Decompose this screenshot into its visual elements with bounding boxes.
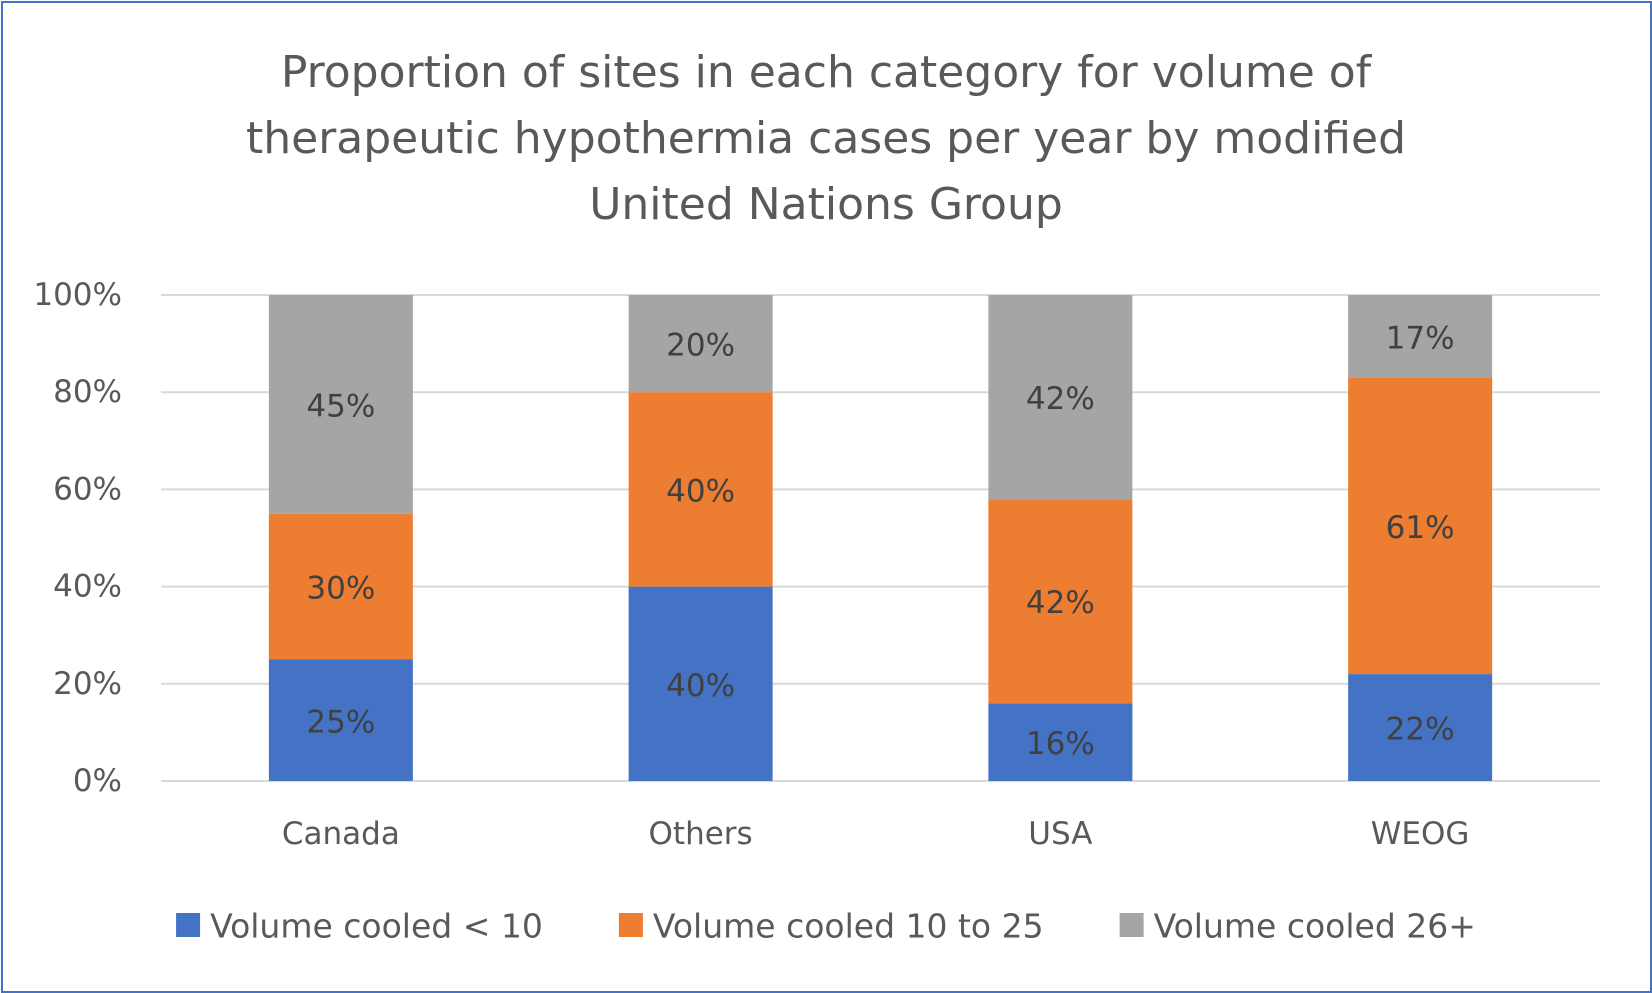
y-tick-label: 0% (73, 763, 122, 799)
data-label: 20% (666, 328, 735, 364)
bar-segment (988, 703, 1133, 781)
data-label: 42% (1026, 381, 1095, 417)
legend-item: Volume cooled < 10 (176, 907, 543, 946)
chart-title-line-1: Proportion of sites in each category for… (280, 47, 1372, 98)
data-label: 42% (1026, 585, 1095, 621)
y-tick-label: 40% (53, 569, 122, 605)
chart-title-line-2: therapeutic hypothermia cases per year b… (245, 113, 1407, 164)
data-label: 22% (1386, 712, 1455, 748)
y-tick-label: 20% (53, 666, 122, 702)
x-category-label: Canada (282, 816, 400, 852)
y-tick-label: 100% (33, 277, 122, 313)
legend-label: Volume cooled 10 to 25 (653, 907, 1044, 946)
data-label: 40% (666, 473, 735, 509)
data-label: 16% (1026, 726, 1095, 762)
data-label: 17% (1386, 320, 1455, 356)
legend-swatch (1119, 913, 1144, 937)
chart-title: Proportion of sites in each category for… (0, 40, 1652, 238)
data-label: 30% (306, 571, 375, 607)
legend-item: Volume cooled 10 to 25 (618, 907, 1044, 946)
legend-label: Volume cooled 26+ (1154, 907, 1476, 946)
data-label: 61% (1386, 510, 1455, 546)
data-label: 40% (666, 668, 735, 704)
legend-label: Volume cooled < 10 (210, 907, 543, 946)
data-label: 25% (306, 704, 375, 740)
x-category-label: USA (1028, 816, 1092, 852)
bar-segment (268, 513, 413, 660)
legend-swatch (618, 913, 643, 937)
bar-segment (988, 499, 1133, 704)
bar-segment (268, 659, 413, 781)
x-category-label: Others (649, 816, 753, 852)
bar-segment (988, 295, 1133, 500)
x-category-label: WEOG (1371, 816, 1470, 852)
y-tick-label: 80% (53, 374, 122, 410)
bar-segment (628, 295, 773, 393)
y-tick-label: 60% (53, 471, 122, 507)
data-label: 45% (306, 388, 375, 424)
bar-segment (1348, 377, 1493, 675)
legend: Volume cooled < 10 Volume cooled 10 to 25… (176, 907, 1476, 946)
bar-segment (1348, 295, 1493, 378)
bar-segment (268, 295, 413, 514)
legend-swatch (176, 913, 201, 937)
bar-segment (1348, 674, 1493, 781)
axis-labels: 0% 20% 40% 60% 80% 100% Canada Others USA WEOG (33, 277, 1469, 852)
bars (268, 295, 1493, 781)
legend-item: Volume cooled 26+ (1119, 907, 1476, 946)
chart-title-line-3: United Nations Group (589, 179, 1063, 230)
bar-segment (628, 586, 773, 781)
data-labels: 25% 30% 45% 40% 40% 20% 16% 42% 42% 22% 61% 17% (306, 320, 1454, 762)
bar-segment (628, 392, 773, 587)
